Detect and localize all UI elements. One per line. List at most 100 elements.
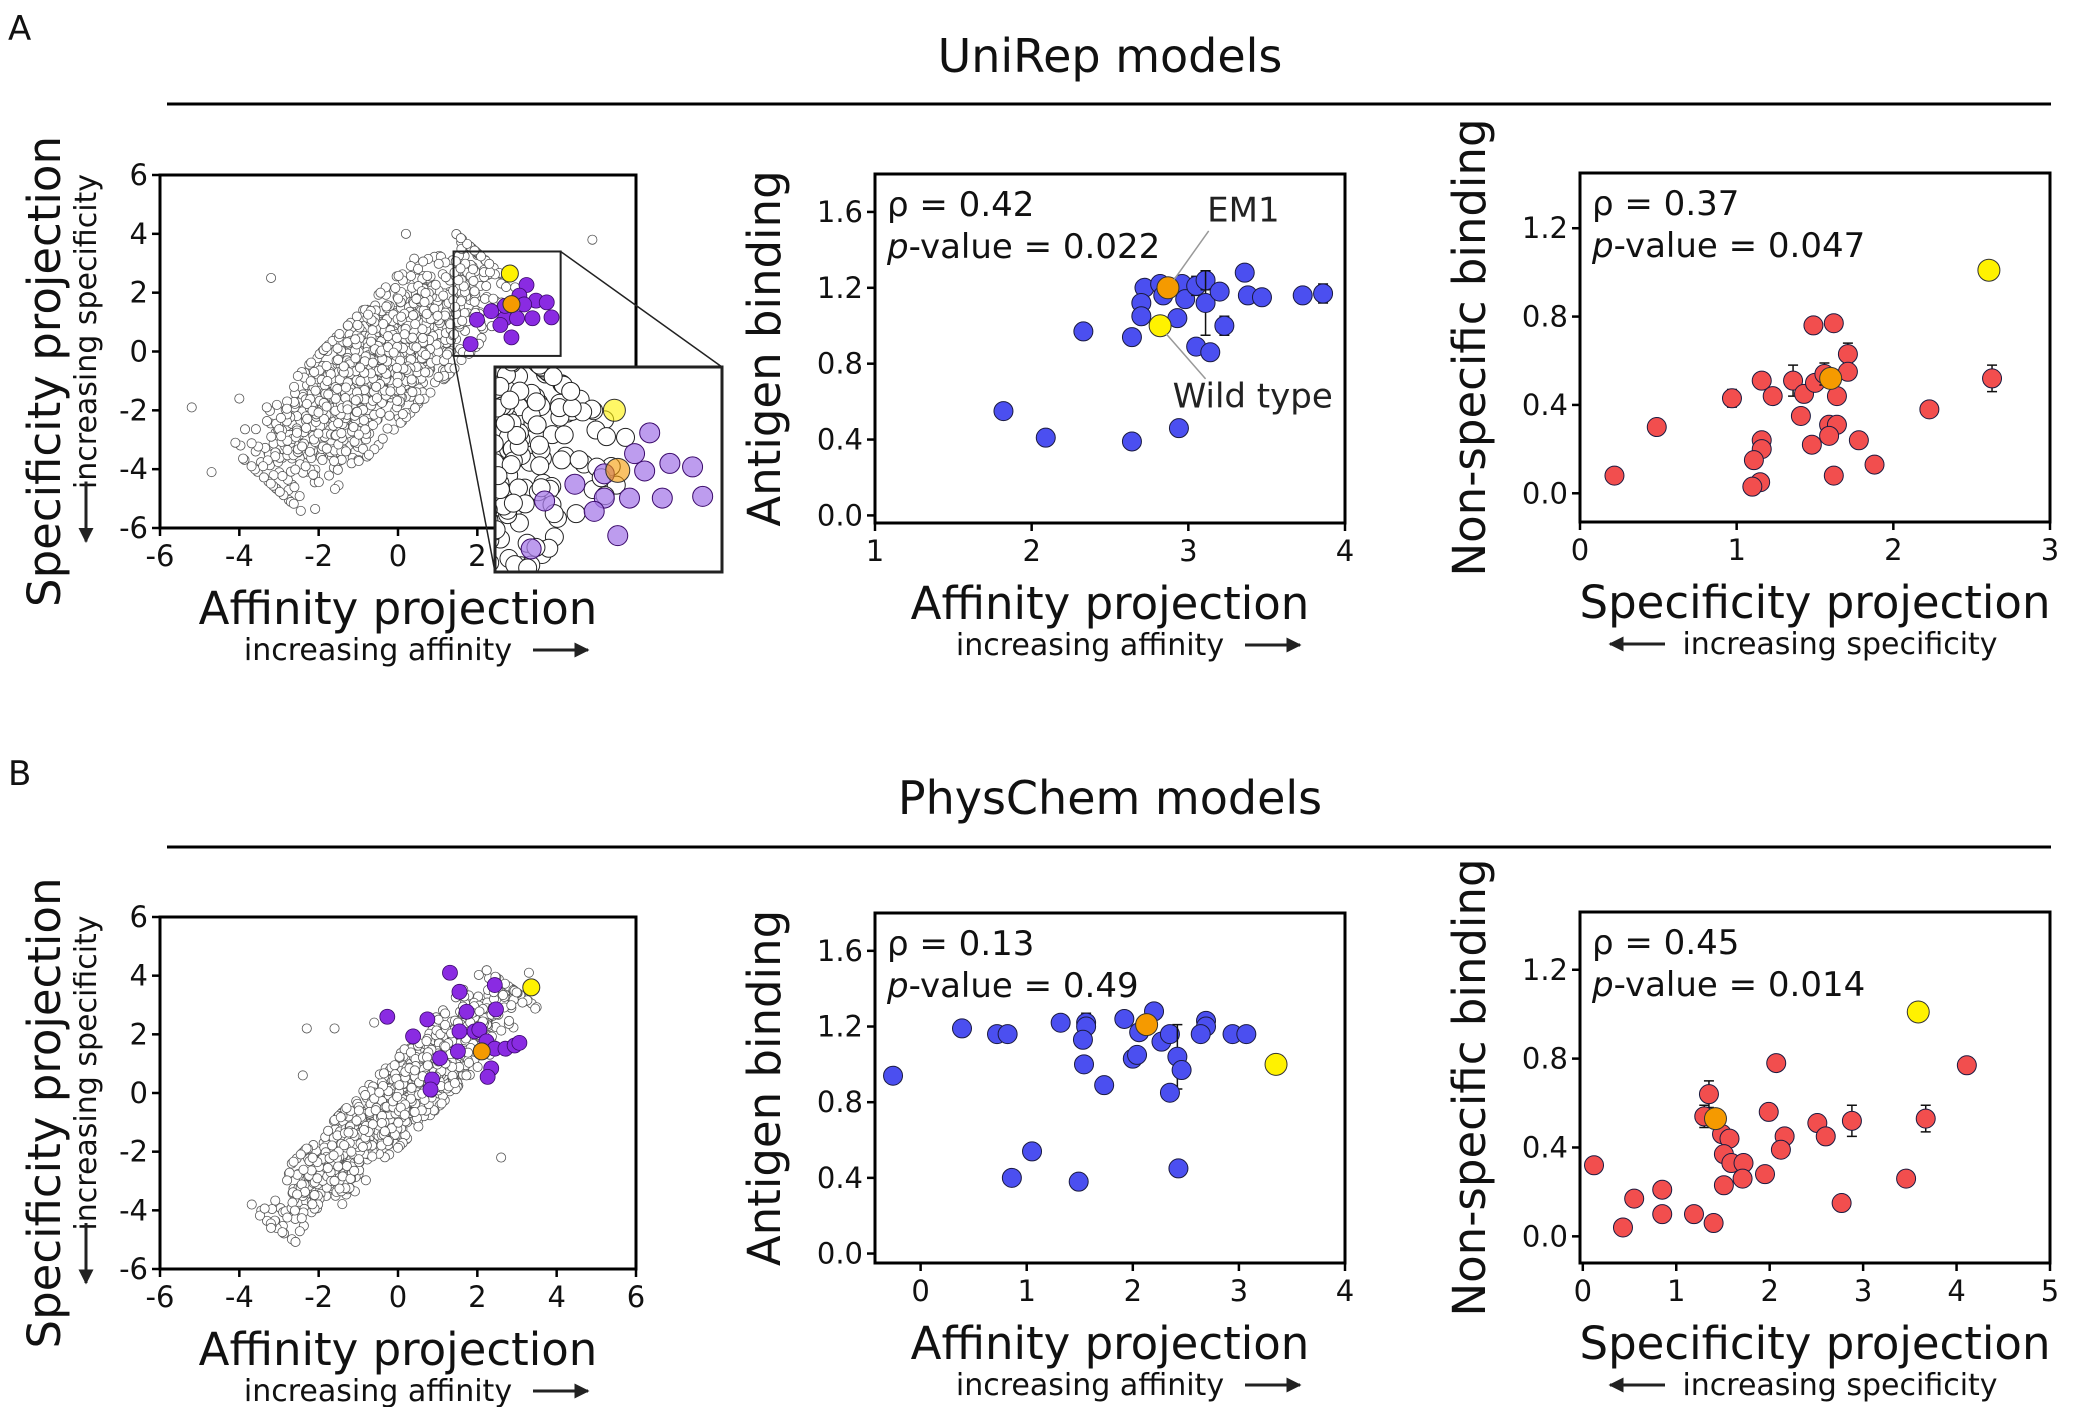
library-point xyxy=(322,376,333,387)
library-point xyxy=(295,505,306,516)
library-point xyxy=(501,455,521,475)
data-point xyxy=(1251,287,1272,308)
library-point xyxy=(407,387,418,398)
variant-point xyxy=(462,336,479,353)
variant-point xyxy=(492,317,509,333)
data-point xyxy=(1074,1054,1095,1075)
library-point xyxy=(413,1121,424,1132)
library-point xyxy=(481,281,492,292)
wild-type-point xyxy=(500,264,519,283)
em1-point xyxy=(502,295,521,314)
library-point xyxy=(455,233,466,244)
p-value-text: -value = 0.022 xyxy=(909,227,1161,267)
data-point xyxy=(1190,1024,1211,1045)
library-point xyxy=(186,402,197,413)
library-point xyxy=(301,398,312,409)
library-point xyxy=(342,320,353,331)
x-tick-label: 4 xyxy=(1336,1274,1354,1308)
library-point xyxy=(313,407,324,418)
library-point xyxy=(433,258,444,269)
x-tick-label: 3 xyxy=(1854,1274,1872,1308)
x-tick-label: 4 xyxy=(1336,534,1354,568)
data-point xyxy=(1742,476,1763,497)
x-tick-label: -4 xyxy=(225,539,254,573)
library-point xyxy=(517,997,528,1008)
library-point xyxy=(367,357,378,368)
library-point xyxy=(367,1151,378,1162)
library-point xyxy=(292,1189,303,1200)
variant-point xyxy=(449,1043,466,1060)
library-point xyxy=(377,364,388,375)
data-point xyxy=(1234,262,1255,283)
library-point xyxy=(261,416,272,427)
library-point xyxy=(410,403,421,414)
inset-frame xyxy=(493,365,724,574)
y-tick-label: 0.0 xyxy=(1522,1219,1568,1253)
x-axis-label: Specificity projection xyxy=(1580,1317,2051,1370)
y-tick-label: 6 xyxy=(130,158,148,192)
library-point xyxy=(324,470,335,481)
em1-point xyxy=(605,457,631,483)
library-point xyxy=(246,461,257,472)
library-point xyxy=(383,331,394,342)
data-point xyxy=(1837,344,1858,365)
variant-point xyxy=(651,487,673,509)
library-point xyxy=(277,471,288,482)
library-point xyxy=(270,451,281,462)
library-point xyxy=(333,1161,344,1172)
library-point xyxy=(457,315,468,326)
library-point xyxy=(420,367,431,378)
x-axis-label: Affinity projection xyxy=(911,577,1310,630)
library-point xyxy=(496,1025,507,1036)
library-point xyxy=(332,464,343,475)
library-point xyxy=(289,1205,300,1216)
library-point xyxy=(282,1175,293,1186)
library-point xyxy=(301,1023,312,1034)
library-point xyxy=(393,1117,404,1128)
em1-point xyxy=(1156,276,1180,300)
library-point xyxy=(488,293,499,304)
data-point xyxy=(1919,399,1940,420)
y-tick-label: 0.4 xyxy=(1522,1130,1568,1164)
y-tick-label: 6 xyxy=(130,900,148,934)
library-point xyxy=(349,1165,360,1176)
library-point xyxy=(206,467,217,478)
library-point xyxy=(411,342,422,353)
data-point xyxy=(1068,1171,1089,1192)
panel-letter: B xyxy=(8,754,31,794)
data-point xyxy=(1131,306,1152,327)
library-point xyxy=(334,329,345,340)
library-point xyxy=(340,382,351,393)
wild-type-point xyxy=(1977,258,2001,282)
x-tick-label: 3 xyxy=(1230,1274,1248,1308)
library-point xyxy=(552,450,572,470)
library-point xyxy=(440,1008,451,1019)
marks xyxy=(1584,1000,1977,1238)
library-point xyxy=(388,347,399,358)
library-point xyxy=(504,1015,515,1026)
em1-leader-line xyxy=(1173,230,1210,281)
scatter-chart-a-2: 1 2 3 4 0.0 0.4 0.8 1.2 1.6 Affinity projectionin… xyxy=(738,170,1354,663)
data-point xyxy=(1209,281,1230,302)
x-axis-sublabel: increasing specificity xyxy=(1682,1368,1997,1403)
library-point xyxy=(350,334,361,345)
data-point xyxy=(1159,1082,1180,1103)
library-point xyxy=(288,498,299,509)
y-axis-label: Specificity projection xyxy=(18,136,71,607)
variant-point xyxy=(503,329,520,346)
library-point xyxy=(385,386,396,397)
rho-statistic: ρ = 0.45 xyxy=(1592,923,1739,963)
library-point xyxy=(472,1061,483,1072)
y-tick-label: 0 xyxy=(130,1076,148,1110)
variant-point xyxy=(659,452,681,474)
library-point xyxy=(400,228,411,239)
library-point xyxy=(332,383,343,394)
library-point xyxy=(328,1150,339,1161)
library-point xyxy=(329,1175,340,1186)
library-point xyxy=(360,1175,371,1186)
library-point xyxy=(321,401,332,412)
y-tick-label: -2 xyxy=(119,393,148,427)
library-point xyxy=(506,1000,517,1011)
y-tick-label: 1.2 xyxy=(1522,953,1568,987)
x-tick-label: 2 xyxy=(1022,534,1040,568)
